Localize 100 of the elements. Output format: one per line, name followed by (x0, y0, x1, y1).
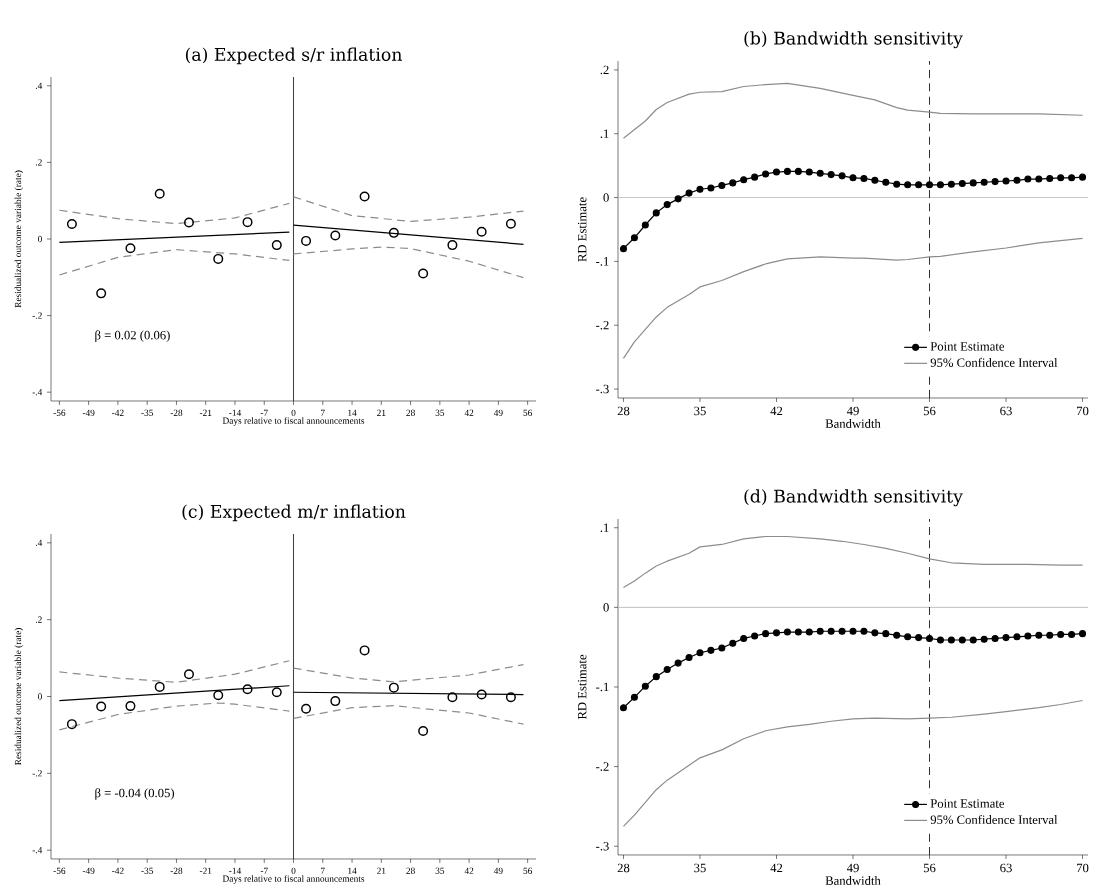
point (805, 628, 813, 636)
legend-label: 95% Confidence Interval (930, 814, 1058, 825)
point (1068, 630, 1076, 638)
line-series (292, 705, 525, 725)
point (904, 181, 912, 189)
point (619, 704, 627, 712)
point (447, 692, 458, 703)
point (696, 649, 704, 657)
y-axis-title: RD Estimate (577, 197, 587, 262)
point (772, 168, 781, 176)
point (154, 681, 165, 692)
point (936, 636, 944, 644)
point (641, 221, 649, 229)
y-tick-label: 0 (37, 235, 42, 243)
chart-title: (c) Expected m/r inflation (182, 504, 406, 522)
x-tick-label: -49 (82, 867, 95, 874)
x-tick-label: 21 (377, 867, 386, 874)
point (630, 234, 638, 242)
point (505, 218, 516, 229)
point (674, 659, 682, 667)
point (359, 645, 370, 656)
point (958, 179, 966, 188)
point (213, 690, 224, 701)
y-tick-label: -.1 (596, 257, 609, 266)
x-tick-label: 42 (770, 863, 783, 873)
x-tick-label: -42 (112, 409, 124, 416)
x-tick-label: -14 (229, 409, 242, 416)
y-axis-title: Residualized outcome variable (rate) (14, 628, 24, 766)
x-tick-label: 70 (1077, 406, 1089, 416)
point (751, 173, 759, 181)
x-tick-label: 28 (406, 867, 415, 874)
y-tick-label: .1 (600, 129, 609, 139)
point (1002, 634, 1010, 642)
point (915, 634, 923, 642)
point (707, 646, 715, 654)
point (751, 632, 759, 640)
point (925, 181, 934, 189)
line-series (58, 660, 290, 683)
point (685, 653, 693, 662)
point (1013, 176, 1021, 184)
point (183, 669, 194, 680)
y-axis-title: RD Estimate (577, 654, 587, 720)
point (1079, 173, 1087, 181)
point (762, 170, 770, 178)
point (904, 633, 912, 641)
point (96, 701, 107, 712)
point (505, 692, 516, 703)
point (619, 245, 627, 253)
point (936, 181, 944, 189)
point (783, 628, 791, 636)
chart-title: (a) Expected s/r inflation (185, 47, 402, 65)
point (1046, 174, 1054, 182)
point (849, 627, 857, 635)
point (1035, 175, 1043, 183)
y-tick-label: -.4 (32, 847, 43, 854)
point (729, 639, 737, 647)
point (125, 701, 136, 712)
point (1046, 631, 1054, 639)
point (359, 191, 370, 202)
point (991, 634, 999, 642)
point (271, 687, 282, 698)
y-tick-label: -.4 (32, 389, 43, 396)
point (663, 201, 671, 209)
annotation: β = 0.02 (0.06) (95, 330, 170, 342)
point (1035, 631, 1043, 639)
x-tick-label: 35 (435, 867, 445, 874)
point (718, 644, 726, 652)
point (1002, 177, 1010, 185)
x-tick-label: 7 (321, 867, 325, 874)
x-tick-label: -28 (170, 409, 183, 416)
x-tick-label: 56 (923, 406, 936, 416)
x-tick-label: 28 (406, 409, 415, 416)
point (772, 629, 781, 637)
x-tick-label: 35 (435, 409, 445, 416)
point (980, 635, 988, 643)
point (838, 172, 846, 180)
x-tick-label: 49 (846, 406, 859, 416)
x-tick-label: 49 (846, 863, 859, 873)
point (947, 636, 955, 644)
point (154, 188, 165, 199)
y-tick-label: .4 (35, 539, 43, 546)
x-tick-label: 35 (694, 863, 706, 873)
point (652, 673, 660, 681)
legend-label: Point Estimate (930, 342, 1005, 351)
point (242, 217, 253, 228)
point (674, 195, 682, 203)
y-tick-label: -.2 (32, 770, 42, 777)
point (947, 180, 955, 188)
y-tick-label: -.3 (596, 841, 609, 851)
point (882, 630, 890, 638)
point (893, 180, 901, 188)
line-series (58, 702, 290, 731)
line-series (622, 535, 1084, 589)
point (827, 171, 835, 179)
x-tick-label: -56 (53, 867, 66, 874)
x-tick-label: 0 (291, 409, 296, 416)
x-tick-label: 49 (493, 409, 503, 416)
y-tick-label: .2 (600, 65, 609, 75)
x-tick-label: 56 (523, 409, 533, 416)
point (66, 719, 77, 730)
